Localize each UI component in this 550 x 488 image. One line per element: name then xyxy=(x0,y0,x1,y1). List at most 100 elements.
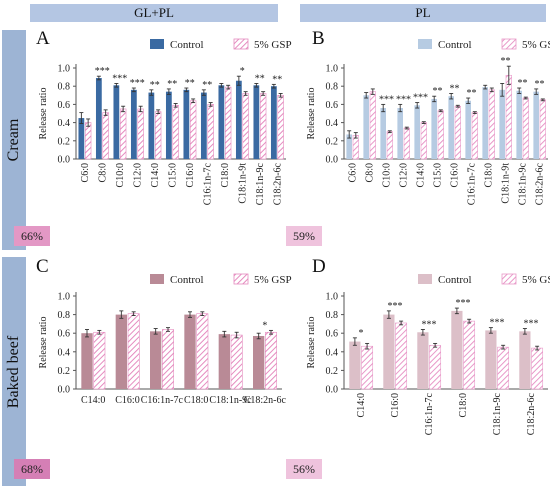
legend-swatch-gsp xyxy=(233,38,249,50)
legend-swatch-control xyxy=(418,274,432,284)
x-tick-label: C18:1n-9c xyxy=(255,162,266,205)
y-tick-label: 0.2 xyxy=(58,136,71,147)
legend-label-gsp: 5% GSP xyxy=(522,274,550,286)
panel-label: C xyxy=(36,256,49,277)
significance-mark: *** xyxy=(130,78,145,89)
x-tick-label: C14:0 xyxy=(416,163,427,187)
significance-mark: *** xyxy=(379,94,394,105)
bar-gsp xyxy=(162,329,174,390)
legend-swatch-gsp xyxy=(501,38,517,50)
significance-mark: ** xyxy=(535,79,545,90)
x-tick-label: C12:0 xyxy=(132,163,143,187)
significance-mark: ** xyxy=(501,56,511,67)
legend-label-gsp: 5% GSP xyxy=(522,39,550,51)
legend-swatch-gsp xyxy=(501,273,517,285)
y-tick-label: 1.0 xyxy=(58,64,71,75)
x-tick-label: C18:2n-6c xyxy=(526,392,537,435)
bar-control xyxy=(431,98,437,159)
bar-gsp xyxy=(352,135,359,160)
bar-control xyxy=(81,333,93,389)
bar-control xyxy=(516,90,522,159)
bar-control xyxy=(383,314,395,389)
legend-label-control: Control xyxy=(438,39,472,51)
panel-label: D xyxy=(312,256,326,277)
x-tick-label: C14:0 xyxy=(150,163,161,187)
x-tick-label: C18:2n-6c xyxy=(535,162,546,205)
x-tick-label: C14:0 xyxy=(356,393,367,417)
bar-control xyxy=(482,87,488,159)
bar-control xyxy=(519,331,531,389)
legend-swatch-gsp xyxy=(233,273,249,285)
bar-control xyxy=(363,95,369,159)
bar-control xyxy=(115,314,127,389)
bar-gsp xyxy=(463,320,476,390)
bar-control xyxy=(397,108,403,159)
column-header-label: GL+PL xyxy=(134,5,174,20)
legend-label-control: Control xyxy=(170,274,204,286)
y-tick-label: 0.2 xyxy=(326,136,339,147)
y-tick-label: 0.0 xyxy=(326,385,339,396)
y-tick-label: 0.8 xyxy=(58,310,71,321)
bar-control xyxy=(183,89,190,159)
x-tick-label: C8:0 xyxy=(365,163,376,182)
x-tick-label: C18:0 xyxy=(458,393,469,417)
x-tick-label: C12:0 xyxy=(399,163,410,187)
bar-gsp xyxy=(471,112,478,160)
bar-gsp xyxy=(454,105,461,160)
significance-mark: ** xyxy=(202,80,212,91)
y-axis-label: Release ratio xyxy=(306,317,317,369)
bar-control xyxy=(485,330,497,389)
percentage-badge xyxy=(286,459,322,479)
bar-gsp xyxy=(259,93,267,160)
percentage-badge xyxy=(14,459,50,479)
bar-gsp xyxy=(497,346,510,390)
x-tick-label: C16:0 xyxy=(450,163,461,187)
x-tick-label: C15:0 xyxy=(433,163,444,187)
legend-swatch-control xyxy=(150,39,164,49)
significance-mark: *** xyxy=(95,66,110,77)
y-axis-label: Release ratio xyxy=(38,88,49,140)
x-tick-label: C16:0 xyxy=(390,393,401,417)
significance-mark: ** xyxy=(255,73,265,84)
legend-label-control: Control xyxy=(438,274,472,286)
y-tick-label: 0.2 xyxy=(58,366,71,377)
bar-gsp xyxy=(137,108,144,160)
x-tick-label: C18:0 xyxy=(484,163,495,187)
bar-gsp xyxy=(522,97,529,160)
x-tick-label: C10:0 xyxy=(115,163,126,187)
legend-swatch-control xyxy=(150,274,164,284)
significance-mark: *** xyxy=(490,318,505,329)
x-tick-label: C18:1n-9c xyxy=(518,162,529,205)
y-tick-label: 0.2 xyxy=(326,366,339,377)
bar-gsp xyxy=(369,91,376,160)
x-tick-label: C10:0 xyxy=(382,163,393,187)
x-tick-label: C16:1n-7c xyxy=(202,162,213,205)
bar-gsp xyxy=(127,313,140,390)
bar-control xyxy=(148,92,155,159)
significance-mark: *** xyxy=(112,73,127,84)
bar-gsp xyxy=(361,345,374,390)
significance-mark: *** xyxy=(422,319,437,330)
panel-d: D Control 5% GSP 0.0 0.2 0.4 0.6 0.8 1.0 Release … xyxy=(286,256,550,479)
panel-label: A xyxy=(36,28,50,49)
bar-gsp xyxy=(102,112,109,160)
bar-gsp xyxy=(386,131,393,160)
percentage-badge xyxy=(286,226,322,246)
bar-gsp xyxy=(531,347,544,390)
bar-gsp xyxy=(84,122,92,160)
bar-control xyxy=(448,96,454,159)
bar-gsp xyxy=(277,95,284,160)
bar-control xyxy=(200,92,207,159)
x-tick-label: C18:1n-9c xyxy=(492,392,503,435)
significance-mark: *** xyxy=(396,94,411,105)
significance-mark: *** xyxy=(456,298,471,309)
y-tick-label: 0.4 xyxy=(58,118,71,129)
bar-gsp xyxy=(196,313,209,390)
bar-control xyxy=(349,341,361,389)
bar-control xyxy=(451,310,463,389)
bar-gsp xyxy=(265,331,277,390)
y-tick-label: 0.4 xyxy=(326,118,339,129)
x-tick-label: C16:1n-7c xyxy=(424,392,435,435)
column-header-pl: PL xyxy=(300,4,546,22)
